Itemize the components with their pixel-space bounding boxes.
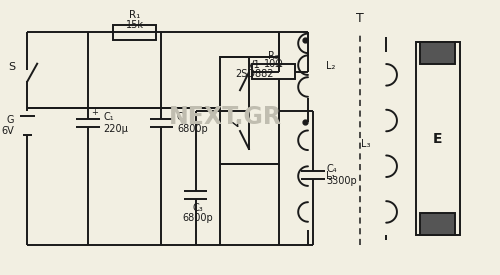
Text: G: G [6, 116, 14, 125]
Text: R₂: R₂ [268, 51, 279, 61]
Text: C₃: C₃ [192, 204, 203, 213]
Text: R₁: R₁ [130, 10, 140, 20]
Bar [252, 64, 296, 79]
Text: C₁: C₁ [104, 112, 115, 122]
Text: 3300p: 3300p [326, 176, 358, 186]
Text: V1: V1 [248, 60, 260, 70]
Text: 10Ω: 10Ω [264, 59, 283, 69]
Text: C₄: C₄ [326, 164, 337, 174]
Text: C₂: C₂ [177, 112, 188, 122]
Bar [220, 57, 278, 164]
Text: 15k: 15k [126, 20, 144, 30]
Text: T: T [356, 12, 364, 25]
Text: S: S [8, 62, 16, 72]
Text: 2SD882: 2SD882 [235, 70, 274, 79]
Text: L₂: L₂ [326, 61, 335, 71]
Text: E: E [432, 132, 442, 146]
FancyBboxPatch shape [420, 42, 454, 64]
Text: NEXT.GR: NEXT.GR [168, 105, 281, 130]
Text: 220μ: 220μ [104, 124, 128, 134]
Text: 6V: 6V [1, 126, 14, 136]
Text: 6800p: 6800p [177, 124, 208, 134]
Bar [114, 24, 156, 40]
Bar [416, 42, 460, 235]
Text: L₁: L₁ [326, 171, 335, 181]
Text: L₃: L₃ [361, 139, 370, 149]
Text: 6800p: 6800p [182, 213, 213, 223]
FancyBboxPatch shape [420, 213, 454, 235]
Text: +: + [91, 108, 98, 117]
